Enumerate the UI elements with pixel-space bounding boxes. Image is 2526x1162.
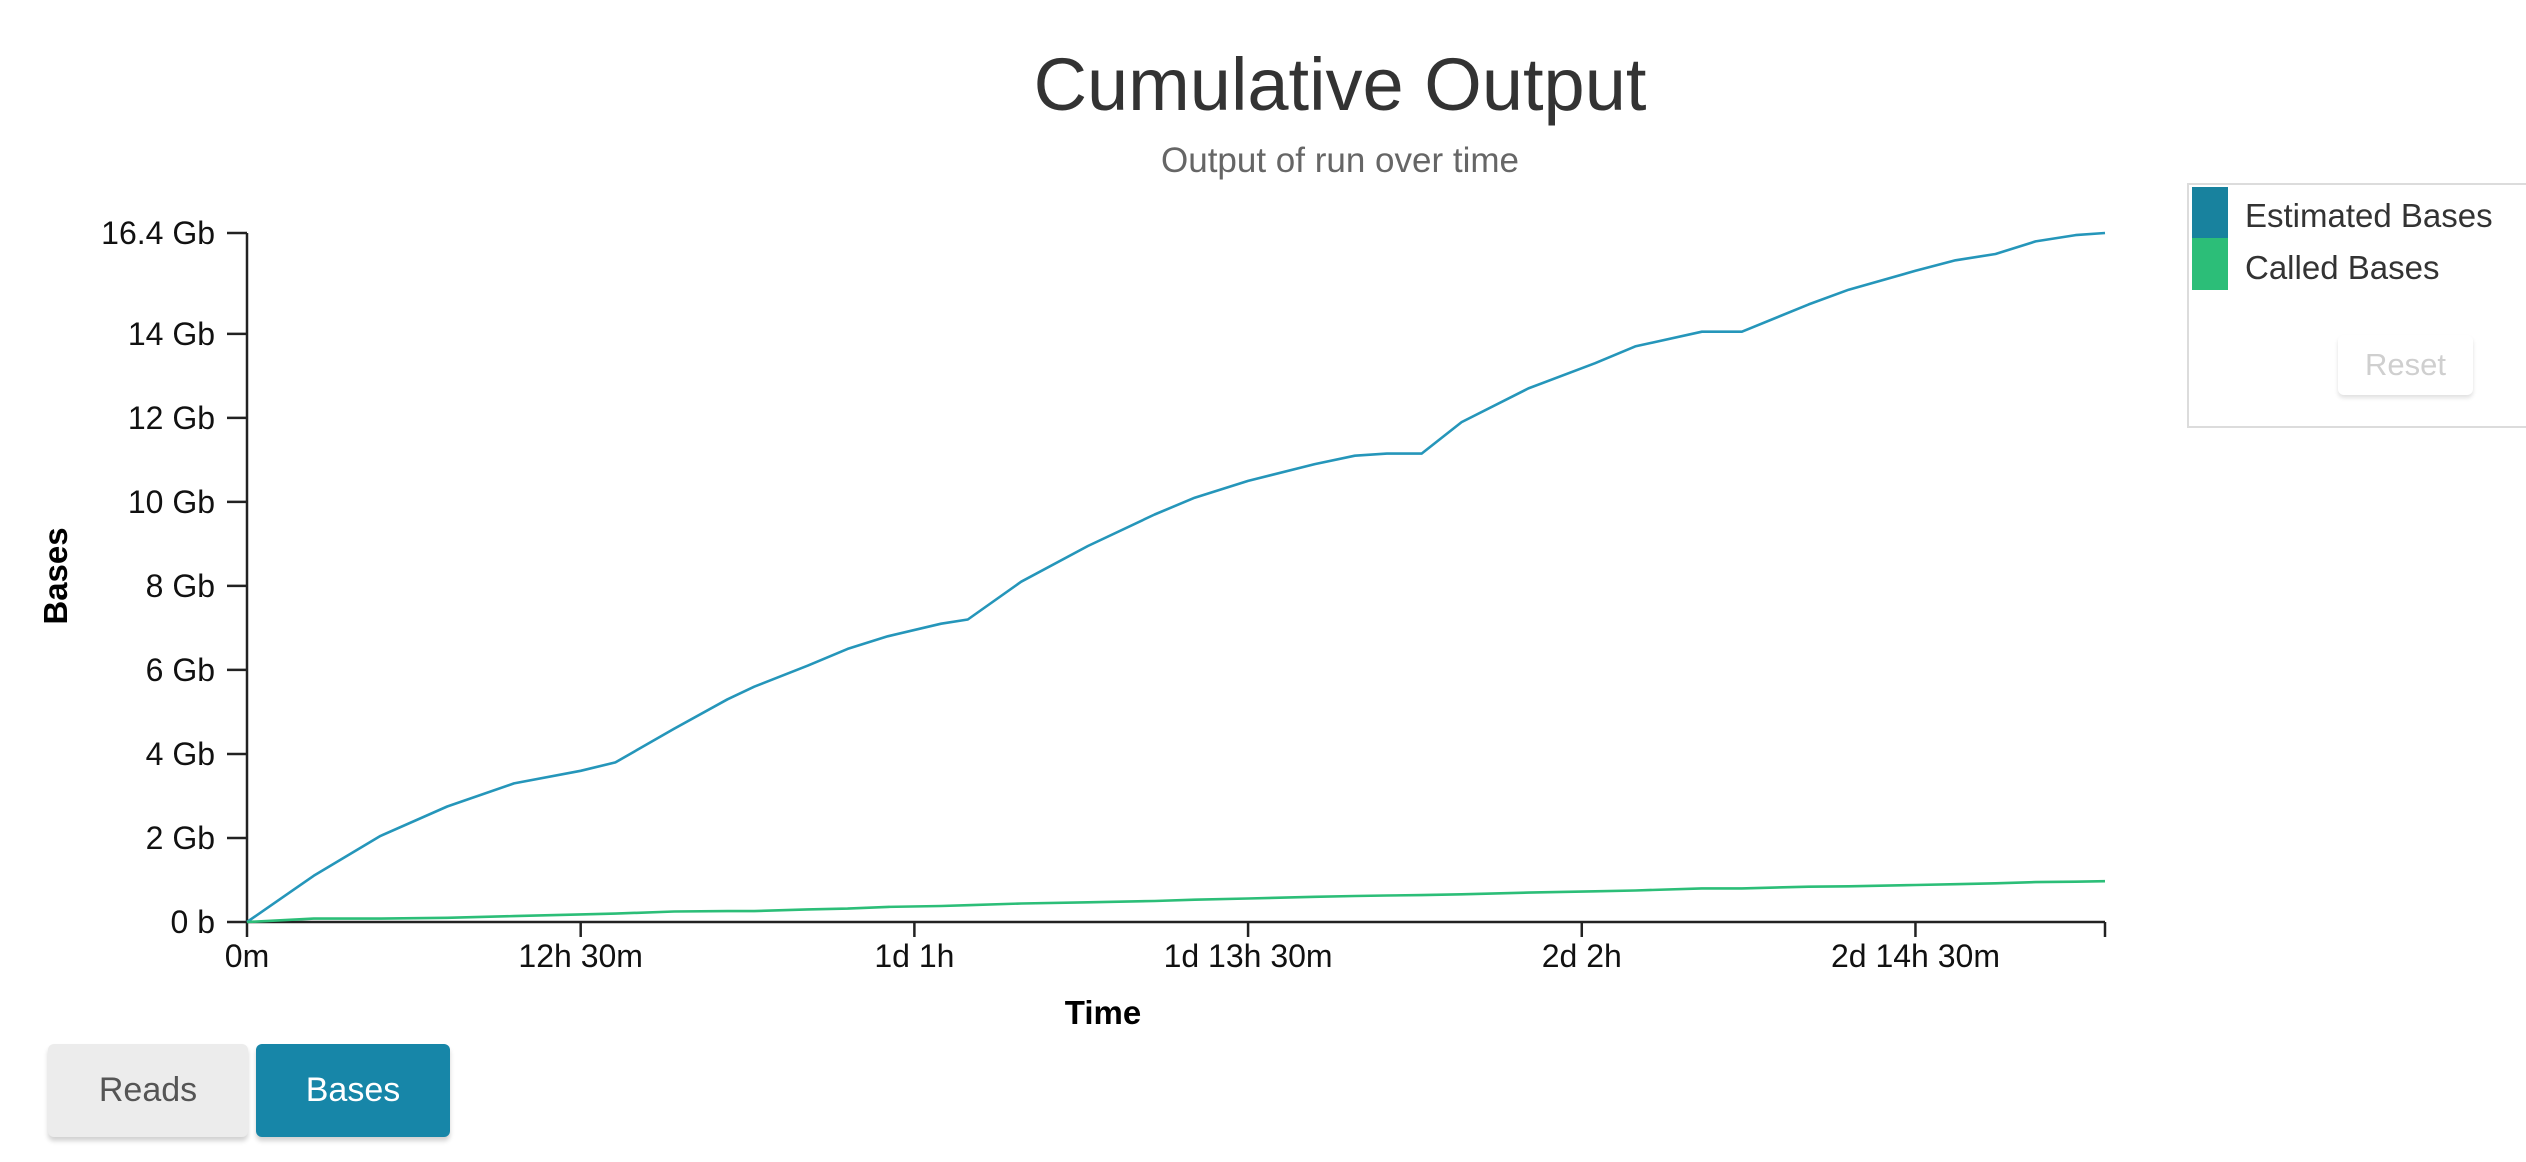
y-tick-label: 4 Gb [146, 736, 215, 772]
series-lines [246, 231, 2106, 924]
legend-swatch-called-bases[interactable] [2192, 238, 2228, 290]
legend-svg: Estimated Bases Called Bases [2192, 187, 2493, 290]
reads-toggle-button[interactable]: Reads [48, 1044, 248, 1137]
x-tick-label: 2d 2h [1542, 938, 1622, 974]
y-tick-label: 14 Gb [128, 316, 215, 352]
legend-label-estimated-bases[interactable]: Estimated Bases [2245, 197, 2493, 234]
x-tick-label: 0m [225, 938, 269, 974]
plot-area: 0 b 2 Gb 4 Gb 6 Gb 8 Gb 10 Gb 12 Gb 14 Gb 16.4 G… [101, 215, 2107, 974]
x-axis-title: Time [1065, 994, 1141, 1031]
chart-title: Cumulative Output [1034, 43, 1647, 126]
reset-button[interactable]: Reset [2338, 335, 2473, 395]
y-tick-label: 10 Gb [128, 484, 215, 520]
series-line-estimated-bases [246, 231, 2106, 924]
x-tick-label: 1d 1h [874, 938, 954, 974]
series-line-called-bases [246, 879, 2106, 924]
x-axis: 0m 12h 30m 1d 1h 1d 13h 30m 2d 2h 2d 14h 30m [225, 920, 2107, 974]
y-tick-label: 8 Gb [146, 568, 215, 604]
y-axis: 0 b 2 Gb 4 Gb 6 Gb 8 Gb 10 Gb 12 Gb 14 Gb 16.4 G… [101, 215, 249, 940]
bases-toggle-button[interactable]: Bases [256, 1044, 450, 1137]
y-tick-label: 0 b [171, 904, 215, 940]
x-tick-label: 12h 30m [518, 938, 643, 974]
y-tick-label: 6 Gb [146, 652, 215, 688]
y-tick-label: 2 Gb [146, 820, 215, 856]
chart-subtitle: Output of run over time [1161, 141, 1519, 180]
x-tick-label: 1d 13h 30m [1164, 938, 1333, 974]
legend: Estimated Bases Called Bases [2187, 183, 2526, 428]
x-tick-label: 2d 14h 30m [1831, 938, 2000, 974]
y-axis-title: Bases [37, 527, 74, 624]
y-tick-label: 16.4 Gb [101, 215, 215, 251]
legend-swatch-estimated-bases[interactable] [2192, 187, 2228, 238]
legend-label-called-bases[interactable]: Called Bases [2245, 249, 2439, 286]
y-tick-label: 12 Gb [128, 400, 215, 436]
